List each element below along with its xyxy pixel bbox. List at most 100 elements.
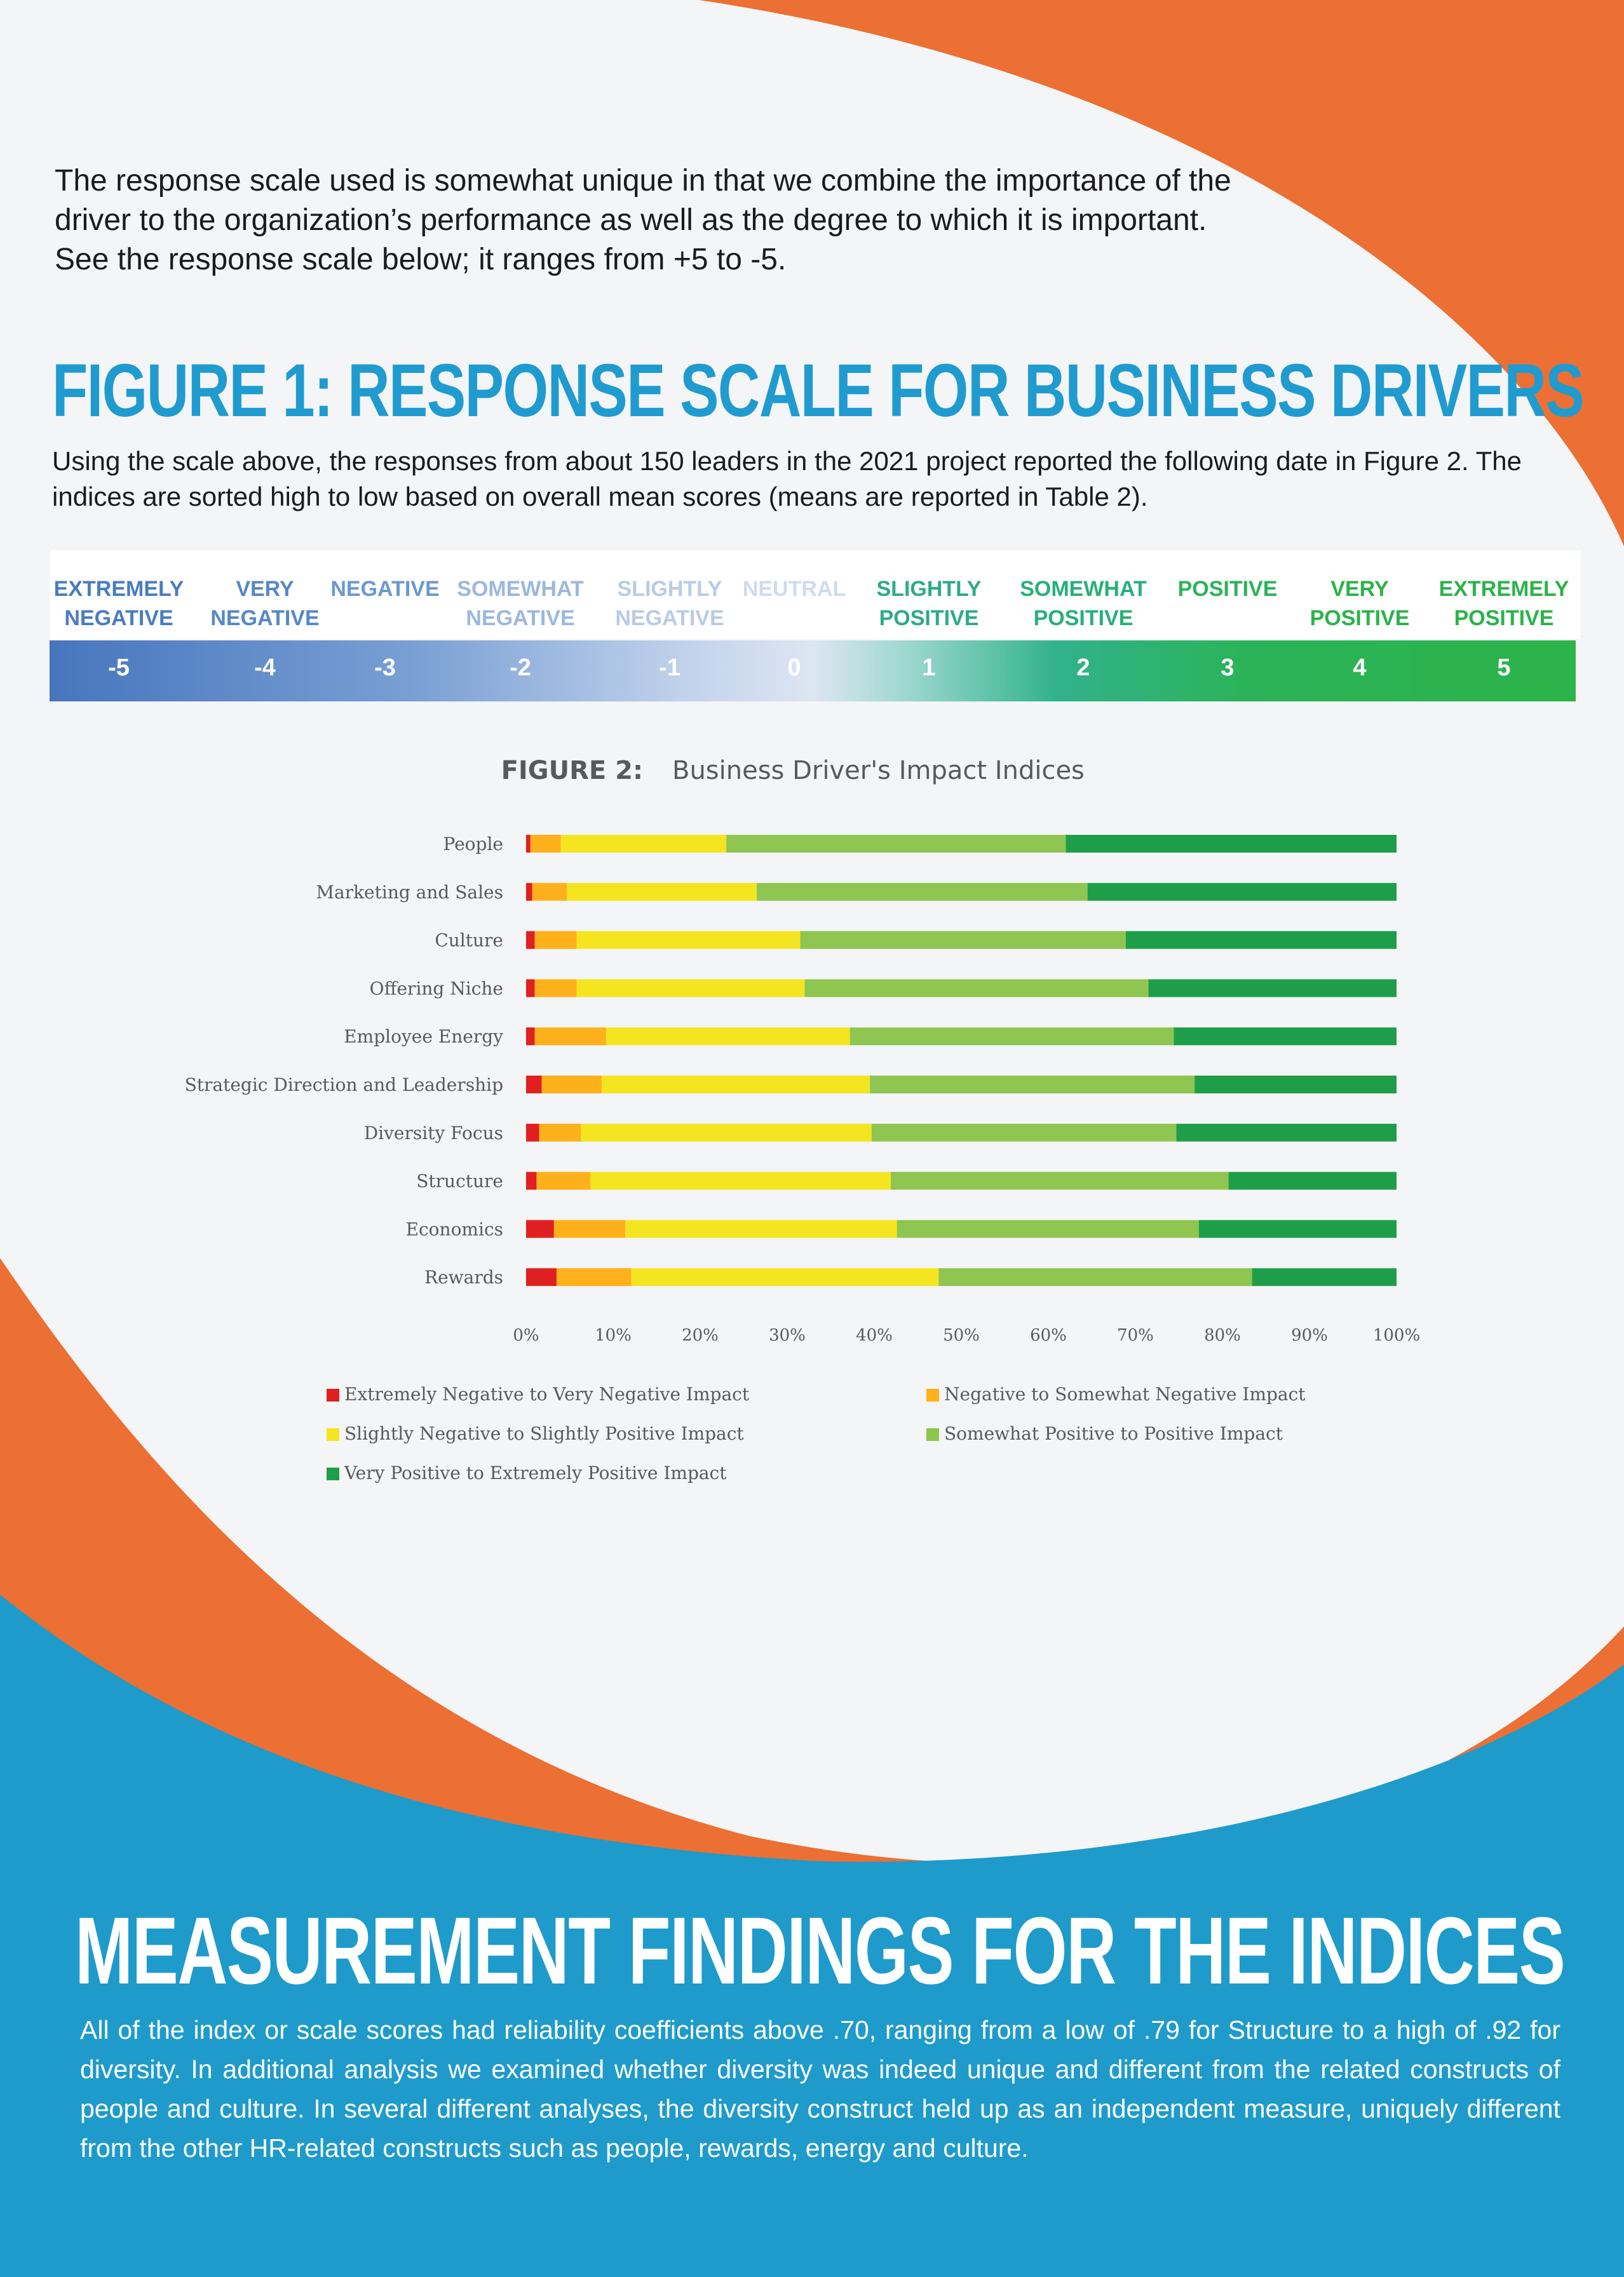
scale-value-8: 3 xyxy=(1221,654,1235,681)
x-tick-label: 10% xyxy=(595,1326,632,1345)
bar-segment xyxy=(1199,1220,1397,1238)
category-label: People xyxy=(443,834,503,855)
legend-label: Very Positive to Extremely Positive Impa… xyxy=(344,1463,727,1483)
bar-segment xyxy=(526,1076,542,1093)
bar-segment xyxy=(534,1027,607,1046)
bar-segment xyxy=(526,882,532,901)
scale-value-2: -3 xyxy=(374,654,396,681)
bar-segment xyxy=(606,1027,850,1046)
chart-title-prefix: FIGURE 2: xyxy=(501,756,643,785)
bottom-blue-panel xyxy=(0,1595,1624,2277)
bar-segment xyxy=(526,1220,554,1238)
scale-label-6: SLIGHTLY POSITIVE xyxy=(876,577,982,630)
bar-segment xyxy=(1066,835,1397,853)
legend-item: Extremely Negative to Very Negative Impa… xyxy=(327,1384,749,1405)
scale-value-7: 2 xyxy=(1076,654,1090,681)
scale-value-4: -1 xyxy=(659,654,680,681)
category-label: Offering Niche xyxy=(370,978,503,999)
bar-segment xyxy=(541,1076,602,1093)
bar-segment xyxy=(1148,979,1397,997)
bar-segment xyxy=(526,1123,539,1142)
bar-segment xyxy=(1176,1123,1397,1142)
scale-value-0: -5 xyxy=(108,654,130,681)
bar-segment xyxy=(576,931,801,949)
scale-label-5: NEUTRAL xyxy=(742,577,846,601)
bar-segment xyxy=(1174,1027,1397,1046)
scale-value-5: 0 xyxy=(787,654,801,681)
bar-segment xyxy=(1252,1268,1397,1287)
bar-segment xyxy=(726,835,1066,853)
bar-segment xyxy=(530,835,561,853)
figure2-chart: FIGURE 2: Business Driver's Impact Indice… xyxy=(185,756,1421,1345)
bar-segment xyxy=(526,1172,537,1190)
bar-segment xyxy=(526,931,535,949)
bar-segment xyxy=(631,1268,939,1287)
x-tick-label: 20% xyxy=(682,1326,719,1345)
response-scale-gradient-bar xyxy=(50,640,1576,701)
category-label: Rewards xyxy=(424,1267,503,1288)
bar-segment xyxy=(891,1172,1229,1190)
category-label: Structure xyxy=(416,1171,503,1192)
bar-segment xyxy=(849,1027,1174,1046)
x-tick-label: 80% xyxy=(1204,1326,1241,1345)
bar-segment xyxy=(553,1220,626,1238)
legend-swatch xyxy=(926,1428,939,1441)
bar-segment xyxy=(526,979,535,997)
category-label: Marketing and Sales xyxy=(316,882,503,903)
bar-segment xyxy=(1228,1172,1397,1190)
bar-segment xyxy=(800,931,1126,949)
category-label: Diversity Focus xyxy=(364,1123,503,1144)
x-tick-label: 90% xyxy=(1291,1326,1328,1345)
scale-value-10: 5 xyxy=(1497,654,1511,681)
bar-segment xyxy=(625,1220,897,1238)
bar-segment xyxy=(897,1220,1200,1238)
x-tick-label: 70% xyxy=(1117,1326,1154,1345)
x-tick-label: 50% xyxy=(943,1326,980,1345)
x-tick-label: 40% xyxy=(856,1326,893,1345)
bar-segment xyxy=(602,1076,870,1093)
bar-segment xyxy=(757,882,1088,901)
bar-segment xyxy=(534,931,577,949)
figure1-title: FIGURE 1: RESPONSE SCALE FOR BUSINESS DR… xyxy=(52,349,1585,433)
chart-legend: Extremely Negative to Very Negative Impa… xyxy=(327,1384,1407,1498)
legend-swatch xyxy=(327,1468,339,1480)
bar-segment xyxy=(1194,1076,1397,1093)
legend-item: Somewhat Positive to Positive Impact xyxy=(926,1423,1283,1444)
chart-title: Business Driver's Impact Indices xyxy=(672,756,1085,785)
x-tick-label: 30% xyxy=(769,1326,806,1345)
scale-value-1: -4 xyxy=(254,654,276,681)
bar-segment xyxy=(560,835,727,853)
bar-segment xyxy=(526,1027,535,1046)
bar-segment xyxy=(532,882,567,901)
legend-swatch xyxy=(926,1389,939,1402)
scale-label-2: NEGATIVE xyxy=(330,577,440,601)
legend-label: Extremely Negative to Very Negative Impa… xyxy=(344,1384,750,1405)
bar-segment xyxy=(1087,882,1397,901)
bar-segment xyxy=(1125,931,1397,949)
legend-label: Negative to Somewhat Negative Impact xyxy=(944,1384,1306,1405)
legend-label: Somewhat Positive to Positive Impact xyxy=(944,1423,1283,1444)
bar-segment xyxy=(870,1076,1195,1093)
scale-value-9: 4 xyxy=(1353,654,1367,681)
scale-label-7: SOMEWHAT POSITIVE xyxy=(1020,577,1147,630)
bar-segment xyxy=(567,882,757,901)
bar-segment xyxy=(576,979,805,997)
response-scale: EXTREMELY NEGATIVE -5 VERY NEGATIVE -4 NEGAT… xyxy=(50,550,1581,703)
bar-segment xyxy=(536,1172,591,1190)
category-label: Strategic Direction and Leadership xyxy=(185,1074,503,1095)
bar-segment xyxy=(556,1268,632,1287)
legend-item: Very Positive to Extremely Positive Impa… xyxy=(327,1463,727,1483)
legend-label: Slightly Negative to Slightly Positive I… xyxy=(344,1423,744,1444)
category-label: Employee Energy xyxy=(344,1026,503,1047)
scale-value-3: -2 xyxy=(510,654,531,681)
category-label: Economics xyxy=(406,1219,503,1240)
x-tick-label: 100% xyxy=(1373,1326,1420,1345)
legend-item: Negative to Somewhat Negative Impact xyxy=(926,1384,1306,1405)
scale-label-8: POSITIVE xyxy=(1177,577,1278,601)
bar-segment xyxy=(804,979,1149,997)
legend-swatch xyxy=(327,1428,339,1441)
top-right-orange-swoosh xyxy=(699,0,1624,546)
scale-value-6: 1 xyxy=(922,654,936,681)
intro-paragraph: The response scale used is somewhat uniq… xyxy=(55,164,1231,276)
